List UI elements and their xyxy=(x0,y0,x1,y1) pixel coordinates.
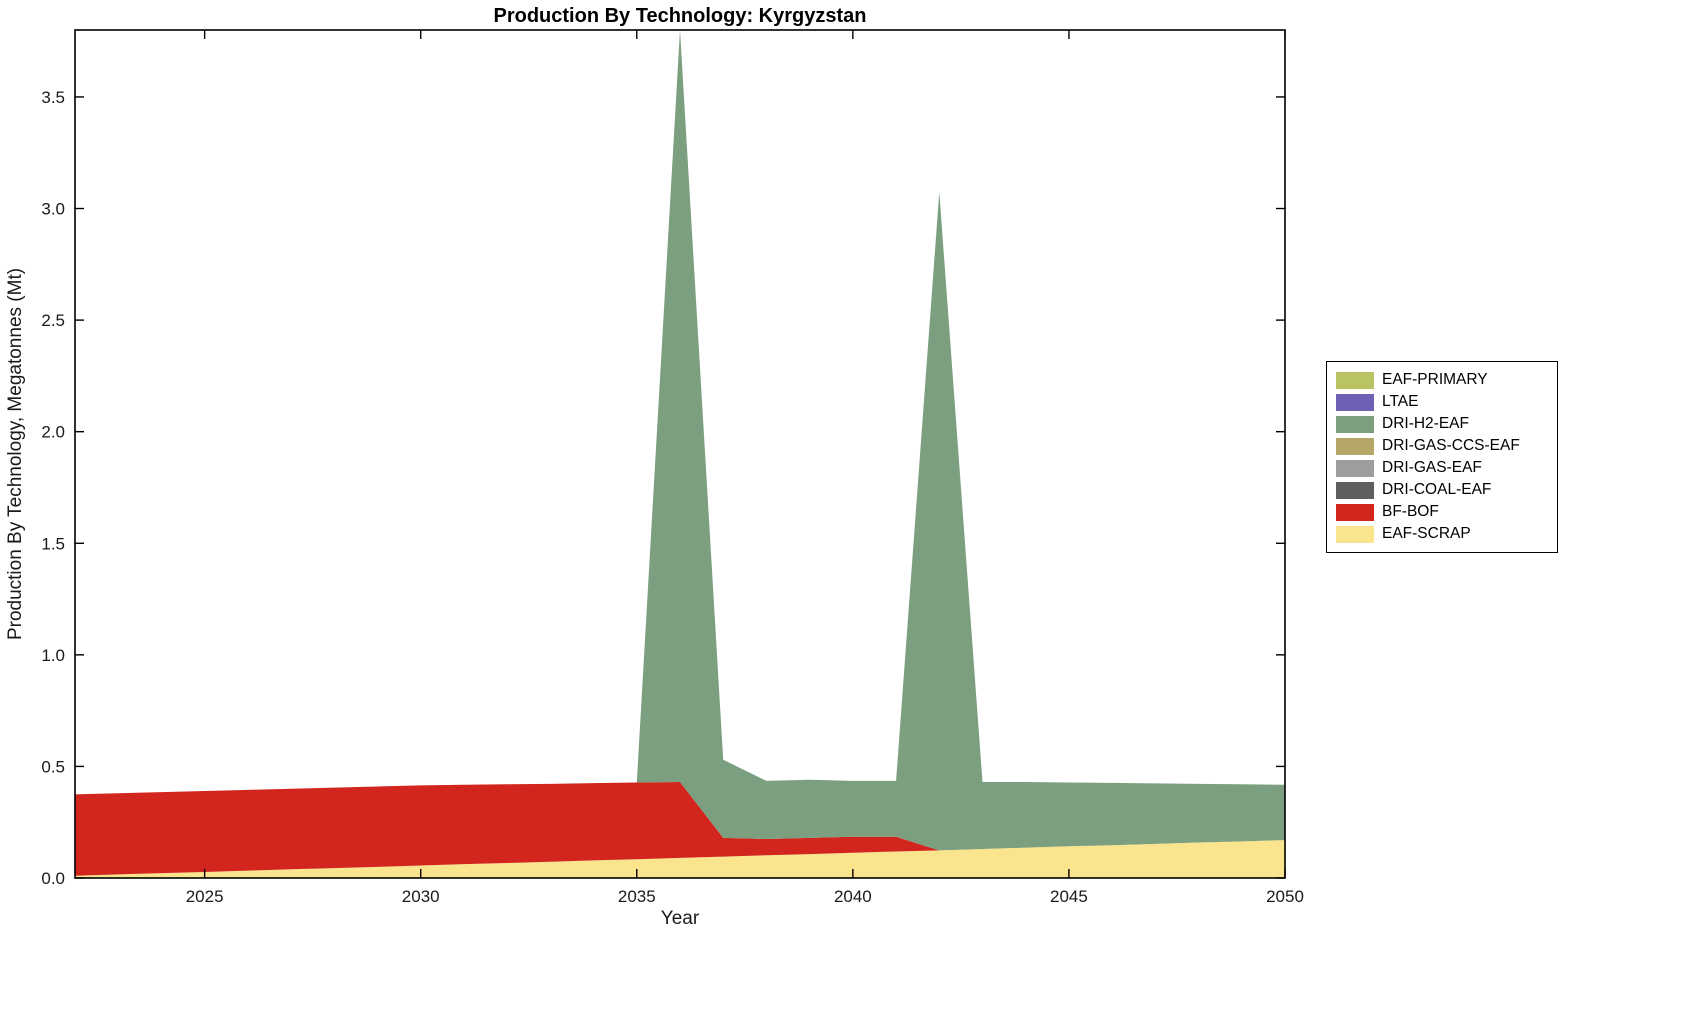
legend-label: LTAE xyxy=(1382,393,1419,410)
legend-swatch xyxy=(1336,525,1374,543)
legend-item-ltae: LTAE xyxy=(1336,391,1551,413)
legend-item-eaf-scrap: EAF-SCRAP xyxy=(1336,523,1551,545)
x-tick-label: 2050 xyxy=(1266,887,1304,906)
legend-swatch xyxy=(1336,437,1374,455)
axes-box xyxy=(74,29,1286,879)
legend-label: DRI-COAL-EAF xyxy=(1382,481,1492,498)
legend-swatch xyxy=(1336,371,1374,389)
legend: EAF-PRIMARY LTAE DRI-H2-EAF DRI-GAS-CCS-EAF… xyxy=(1326,361,1558,553)
legend-label: DRI-GAS-CCS-EAF xyxy=(1382,437,1520,454)
legend-item-dri-gas-eaf: DRI-GAS-EAF xyxy=(1336,457,1551,479)
x-tick-label: 2030 xyxy=(402,887,440,906)
legend-swatch xyxy=(1336,459,1374,477)
legend-label: EAF-SCRAP xyxy=(1382,525,1471,542)
legend-label: BF-BOF xyxy=(1382,503,1439,520)
y-tick-label: 3.0 xyxy=(41,200,65,219)
legend-label: EAF-PRIMARY xyxy=(1382,371,1488,388)
x-tick-label: 2045 xyxy=(1050,887,1088,906)
legend-item-dri-h2-eaf: DRI-H2-EAF xyxy=(1336,413,1551,435)
y-tick-label: 0.5 xyxy=(41,757,65,776)
legend-label: DRI-H2-EAF xyxy=(1382,415,1469,432)
y-tick-label: 0.0 xyxy=(41,869,65,888)
legend-swatch xyxy=(1336,393,1374,411)
x-tick-label: 2035 xyxy=(618,887,656,906)
legend-item-dri-gas-ccs-eaf: DRI-GAS-CCS-EAF xyxy=(1336,435,1551,457)
chart-title: Production By Technology: Kyrgyzstan xyxy=(493,5,867,27)
y-tick-label: 3.5 xyxy=(41,88,65,107)
legend-item-dri-coal-eaf: DRI-COAL-EAF xyxy=(1336,479,1551,501)
legend-swatch xyxy=(1336,503,1374,521)
legend-swatch xyxy=(1336,481,1374,499)
y-tick-label: 1.0 xyxy=(41,646,65,665)
x-tick-label: 2040 xyxy=(834,887,872,906)
x-tick-label: 2025 xyxy=(186,887,224,906)
y-tick-label: 2.0 xyxy=(41,423,65,442)
legend-item-eaf-primary: EAF-PRIMARY xyxy=(1336,369,1551,391)
y-tick-label: 2.5 xyxy=(41,311,65,330)
y-axis-label: Production By Technology, Megatonnes (Mt… xyxy=(5,267,26,641)
area-series-eaf-scrap xyxy=(75,840,1285,878)
area-series-dri-h2-eaf xyxy=(75,30,1285,851)
x-axis-label: Year xyxy=(660,908,700,929)
area-series-bf-bof xyxy=(75,782,1285,876)
legend-item-bf-bof: BF-BOF xyxy=(1336,501,1551,523)
legend-swatch xyxy=(1336,415,1374,433)
legend-label: DRI-GAS-EAF xyxy=(1382,459,1482,476)
y-tick-label: 1.5 xyxy=(41,534,65,553)
